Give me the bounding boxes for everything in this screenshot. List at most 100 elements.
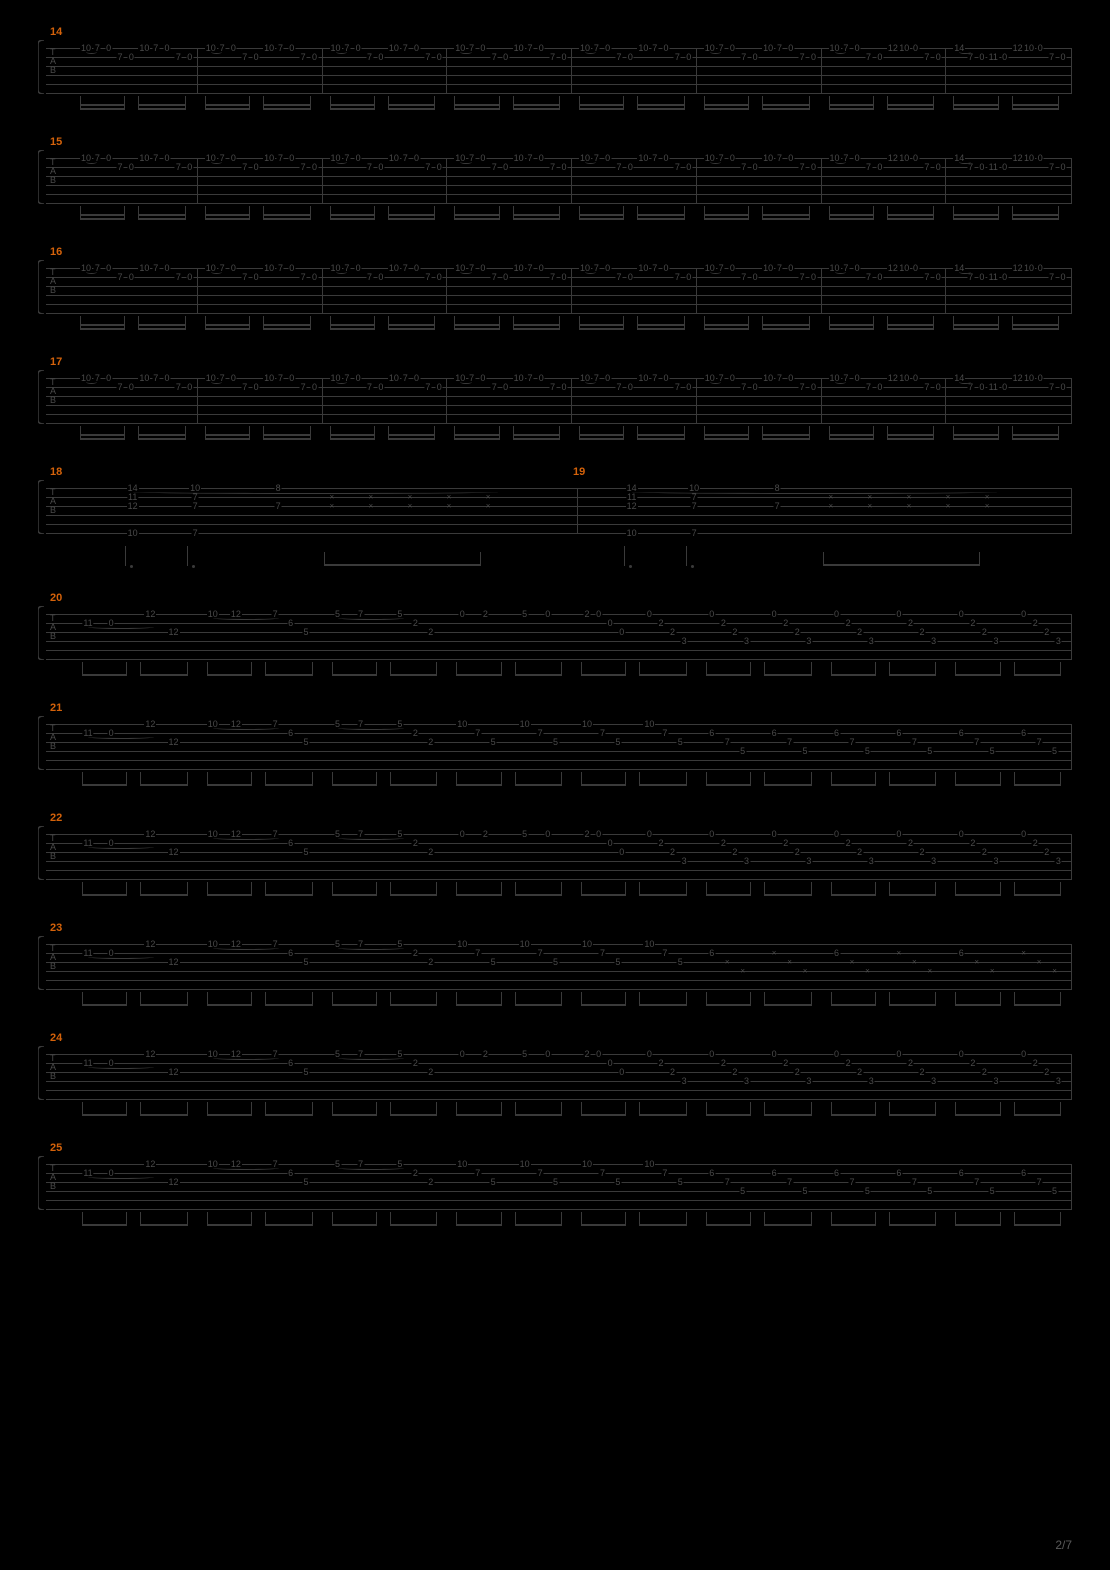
barline	[1071, 488, 1072, 533]
barline	[446, 158, 447, 203]
fret-number: 0	[311, 383, 318, 391]
fret-number: 12	[144, 610, 156, 618]
tie	[959, 380, 970, 384]
barline	[197, 158, 198, 203]
fret-number: 11	[988, 273, 999, 281]
measure-number: 20	[50, 592, 62, 604]
tie	[585, 160, 596, 164]
fret-number: 7	[1036, 738, 1043, 746]
staff-line	[46, 277, 1072, 278]
barline	[1071, 944, 1072, 989]
fret-number: 0	[560, 53, 567, 61]
fret-number: 0	[663, 264, 670, 272]
fret-number: 0	[752, 53, 759, 61]
tie	[959, 50, 970, 54]
fret-number: 7	[923, 53, 930, 61]
fret-number: 0	[413, 44, 420, 52]
fret-number: 7	[651, 374, 658, 382]
fret-number: 0	[253, 383, 260, 391]
fret-number: 7	[549, 163, 556, 171]
staff-line	[46, 1081, 1072, 1082]
fret-number: 3	[868, 857, 875, 865]
tie	[336, 270, 347, 274]
fret-number: 0	[771, 1050, 778, 1058]
fret-number: 2	[1032, 1059, 1039, 1067]
fret-number: 5	[926, 1187, 933, 1195]
fret-number: 0	[958, 1050, 965, 1058]
staff-system: 16TAB10707010707010707010707010707010707…	[38, 260, 1072, 322]
fret-number: 7	[526, 154, 533, 162]
staff-system: 14TAB10707010707010707010707010707010707…	[38, 40, 1072, 102]
fret-number: 5	[303, 628, 310, 636]
fret-number: 0	[618, 628, 625, 636]
staff-system: 20TAB11012121012765575220250200002230223…	[38, 606, 1072, 668]
fret-number: 0	[978, 53, 985, 61]
tie	[460, 270, 471, 274]
fret-number: 7	[175, 273, 182, 281]
fret-number: 7	[865, 53, 872, 61]
fret-number: 7	[799, 383, 806, 391]
fret-number: 7	[424, 383, 431, 391]
fret-number: 5	[490, 958, 497, 966]
fret-number: 0	[186, 383, 193, 391]
fret-number: 2	[427, 738, 434, 746]
fret-number: 2	[981, 1068, 988, 1076]
tie	[86, 380, 97, 384]
fret-number: 3	[868, 637, 875, 645]
fret-number: 7	[192, 529, 199, 537]
fret-number: 0	[729, 44, 736, 52]
fret-number: 2	[427, 958, 434, 966]
fret-number: 5	[614, 1178, 621, 1186]
fret-number: 6	[708, 949, 715, 957]
fret-number: 10	[388, 44, 400, 52]
fret-number: 3	[1055, 1077, 1062, 1085]
fret-number: 0	[1037, 374, 1044, 382]
staff-line	[46, 834, 1072, 835]
fret-number: 0	[895, 1050, 902, 1058]
fret-number: 12	[168, 738, 180, 746]
tie	[213, 726, 279, 730]
fret-number: 5	[926, 747, 933, 755]
staff-line	[46, 953, 1072, 954]
fret-number: 2	[427, 848, 434, 856]
fret-number: 0	[436, 53, 443, 61]
staff-system: 15TAB10707010707010707010707010707010707…	[38, 150, 1072, 212]
fret-number: 5	[521, 610, 528, 618]
fret-number: 5	[552, 1178, 559, 1186]
tie	[213, 616, 279, 620]
fret-number: 10	[388, 374, 400, 382]
fret-number: 0	[105, 154, 112, 162]
staff-line	[46, 66, 1072, 67]
mute-mark: ×	[912, 958, 917, 967]
tie	[338, 1166, 404, 1170]
fret-number: 7	[526, 264, 533, 272]
fret-number: 3	[805, 637, 812, 645]
tie	[585, 50, 596, 54]
barline	[1071, 268, 1072, 313]
fret-number: 7	[973, 1178, 980, 1186]
staff-line	[46, 879, 1072, 880]
barline	[1071, 158, 1072, 203]
fret-number: 7	[366, 273, 373, 281]
barline	[1071, 834, 1072, 879]
fret-number: 0	[646, 1050, 653, 1058]
fret-number: 0	[1001, 383, 1008, 391]
fret-number: 7	[117, 53, 124, 61]
fret-number: 2	[1032, 839, 1039, 847]
fret-number: 7	[599, 1169, 606, 1177]
fret-number: 0	[459, 610, 466, 618]
fret-number: 7	[691, 502, 698, 510]
barline	[696, 158, 697, 203]
fret-number: 7	[491, 53, 498, 61]
fret-number: 2	[412, 1169, 419, 1177]
fret-number: 0	[105, 374, 112, 382]
fret-number: 5	[989, 1187, 996, 1195]
fret-number: 0	[810, 383, 817, 391]
fret-number: 0	[708, 1050, 715, 1058]
fret-number: 10	[263, 264, 275, 272]
fret-number: 0	[958, 830, 965, 838]
fret-number: 0	[912, 154, 919, 162]
fret-number: 0	[105, 264, 112, 272]
fret-number: 0	[876, 163, 883, 171]
fret-number: 12	[144, 720, 156, 728]
